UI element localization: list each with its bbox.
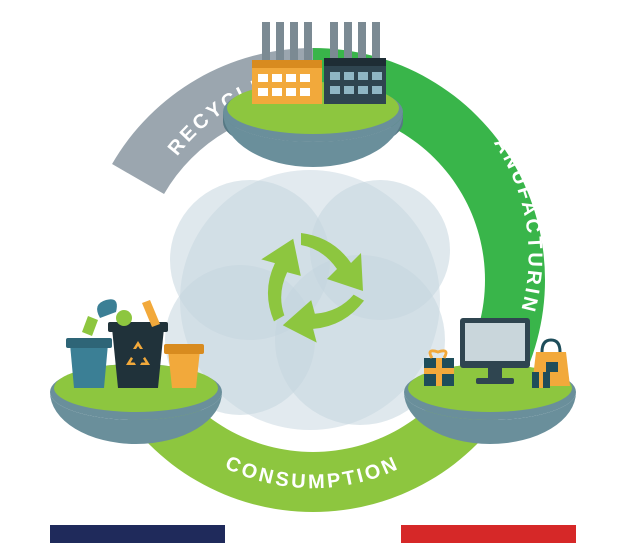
footer-flag bbox=[50, 525, 576, 543]
circular-economy-diagram: RECYCLING MANUFACTURING CONSUMPTION bbox=[0, 0, 626, 551]
factory-icon bbox=[252, 22, 386, 104]
node-manufacturing bbox=[223, 22, 403, 167]
flag-seg-blue bbox=[50, 525, 225, 543]
diagram-svg: RECYCLING MANUFACTURING CONSUMPTION bbox=[0, 0, 626, 551]
flag-seg-white bbox=[225, 525, 401, 543]
shopping-icon bbox=[424, 318, 570, 388]
flag-seg-red bbox=[401, 525, 576, 543]
